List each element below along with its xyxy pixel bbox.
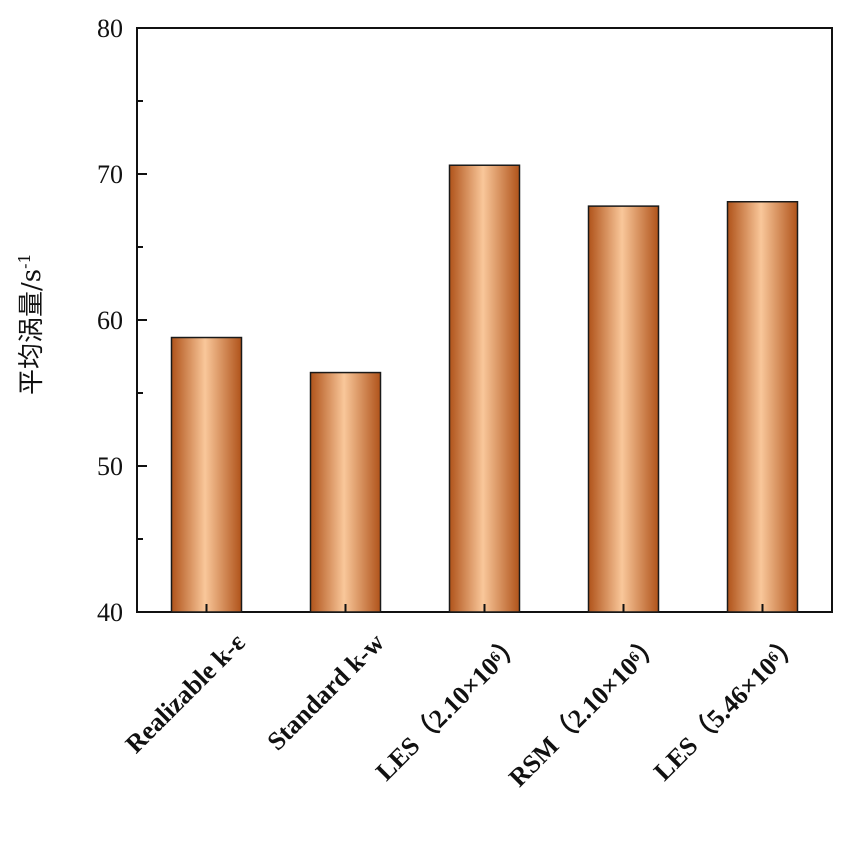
- y-ticks-group: 40 50 60 70 80: [97, 14, 147, 627]
- x-category-label: Standard k-w: [261, 628, 389, 756]
- bars-group: [170, 164, 799, 613]
- y-tick-label: 80: [97, 14, 123, 43]
- bar: [170, 336, 243, 613]
- bar: [726, 200, 799, 613]
- bar: [448, 164, 521, 613]
- y-axis-title-text: 平均涡量/s: [17, 269, 47, 395]
- y-axis-title: 平均涡量/s-1: [15, 253, 47, 395]
- x-category-label: Realizable k-ε: [120, 628, 251, 759]
- x-category-label: RSM（2.10×10⁶）: [503, 628, 668, 793]
- y-axis-title-superscript: -1: [15, 253, 34, 269]
- x-category-label: LES（5.46×10⁶）: [648, 628, 807, 787]
- y-tick-label: 50: [97, 452, 123, 481]
- bar: [587, 205, 660, 613]
- y-tick-label: 60: [97, 306, 123, 335]
- y-tick-label: 70: [97, 160, 123, 189]
- bar: [309, 371, 382, 613]
- x-category-label: LES（2.10×10⁶）: [370, 628, 529, 787]
- x-ticks-group: Realizable k-ε Standard k-wLES（2.10×10⁶）R…: [120, 604, 807, 792]
- y-tick-label: 40: [97, 598, 123, 627]
